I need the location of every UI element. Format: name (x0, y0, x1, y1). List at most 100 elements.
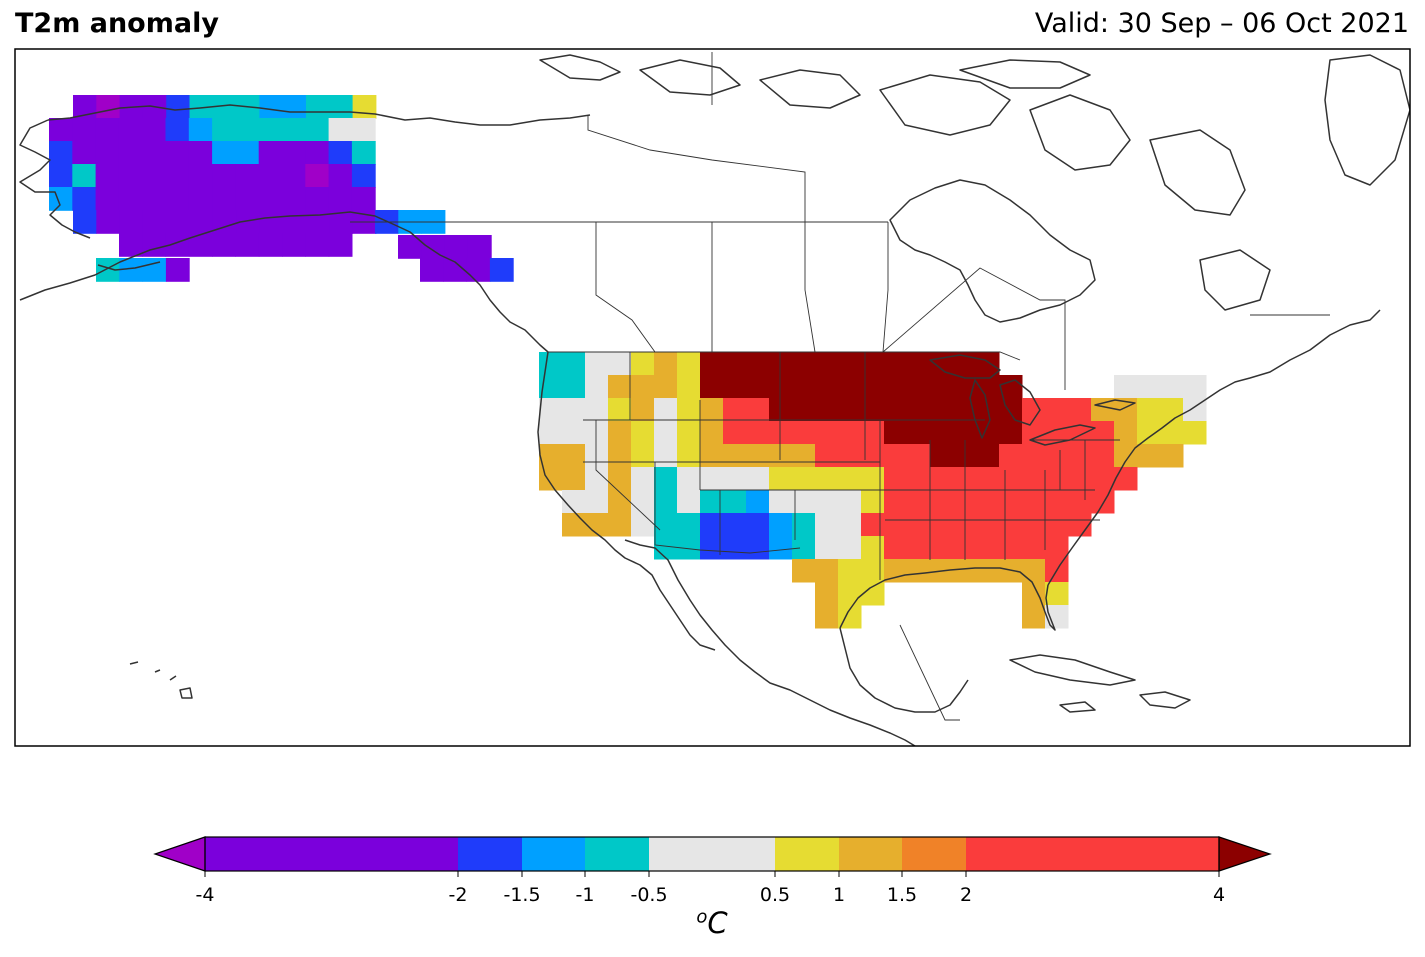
anomaly-cell (976, 444, 1000, 468)
anomaly-cell (746, 467, 770, 491)
anomaly-cell (746, 398, 770, 422)
anomaly-cell (769, 375, 793, 399)
anomaly-cell (930, 421, 954, 445)
anomaly-cell (884, 513, 908, 537)
anomaly-cell (769, 398, 793, 422)
anomaly-cell (815, 398, 839, 422)
anomaly-cell (723, 375, 747, 399)
colorbar-tick-label: 4 (1212, 884, 1226, 906)
anomaly-cell (258, 118, 283, 142)
anomaly-cell (282, 164, 306, 188)
anomaly-cell (1045, 605, 1069, 629)
anomaly-cell (677, 513, 701, 537)
anomaly-cell (328, 141, 353, 165)
anomaly-cell (723, 398, 747, 422)
anomaly-cell (953, 375, 977, 399)
anomaly-cell (769, 513, 793, 537)
anomaly-cell (235, 164, 260, 188)
anomaly-cell (1045, 490, 1069, 514)
anomaly-cell (792, 536, 816, 560)
colorbar-tick-label: 1.5 (886, 884, 918, 906)
anomaly-cell (305, 233, 330, 257)
anomaly-cell (792, 421, 816, 445)
coastlines (19, 54, 1410, 746)
anomaly-cell (723, 421, 747, 445)
anomaly-cell (631, 352, 655, 376)
anomaly-cell (861, 421, 885, 445)
anomaly-cell (562, 375, 586, 399)
anomaly-cell (1022, 467, 1046, 491)
anomaly-cell (1137, 398, 1161, 422)
anomaly-cell (838, 375, 862, 399)
anomaly-cell (539, 421, 563, 445)
anomaly-cell (654, 467, 678, 491)
anomaly-cell (792, 467, 816, 491)
anomaly-cell (1160, 375, 1184, 399)
anomaly-cell (1160, 444, 1184, 468)
anomaly-cell (608, 352, 632, 376)
anomaly-cell (72, 118, 97, 142)
anomaly-cell (585, 398, 609, 422)
anomaly-cell (815, 582, 839, 606)
anomaly-cell (562, 513, 586, 537)
anomaly-cell (631, 398, 655, 422)
anomaly-cell (861, 582, 885, 606)
anomaly-cell (930, 375, 954, 399)
anomaly-cell (1183, 398, 1207, 422)
colorbar-tick-label: 1 (832, 884, 846, 906)
anomaly-cell (72, 187, 97, 211)
anomaly-cell (73, 210, 97, 234)
anomaly-cell (328, 233, 353, 257)
anomaly-cell (861, 513, 885, 537)
anomaly-cell (212, 141, 236, 165)
anomaly-cell (930, 352, 954, 376)
anomaly-cell (165, 164, 190, 188)
anomaly-cell (769, 490, 793, 514)
anomaly-cell (212, 95, 237, 119)
anomaly-cell (654, 375, 678, 399)
anomaly-cell (746, 421, 770, 445)
anomaly-cell (677, 352, 701, 376)
anomaly-cell (142, 141, 166, 165)
colorbar-under-arrow (153, 836, 206, 872)
anomaly-cell (907, 352, 931, 376)
anomaly-cell (1022, 605, 1046, 629)
anomaly-cell (467, 235, 492, 259)
anomaly-cell (1114, 467, 1138, 491)
anomaly-cell (539, 398, 563, 422)
anomaly-cell (976, 559, 1000, 583)
anomaly-cell (189, 210, 214, 234)
anomaly-cell (930, 490, 954, 514)
anomaly-cell (1114, 375, 1138, 399)
valid-period: Valid: 30 Sep – 06 Oct 2021 (1034, 8, 1409, 39)
anomaly-cell (444, 235, 469, 259)
anomaly-cell (1022, 421, 1046, 445)
anomaly-cell (305, 164, 330, 188)
colorbar-unit: oC (696, 906, 728, 940)
anomaly-cell (1045, 444, 1069, 468)
anomaly-cell (792, 513, 816, 537)
colorbar-tick-label: -1 (575, 884, 595, 906)
anomaly-cell (884, 352, 908, 376)
anomaly-cell (930, 467, 954, 491)
anomaly-cell (815, 490, 839, 514)
anomaly-cell (119, 210, 144, 234)
anomaly-cell (792, 490, 816, 514)
anomaly-cell (1022, 490, 1046, 514)
anomaly-cell (1068, 398, 1092, 422)
anomaly-cell (677, 398, 701, 422)
anomaly-cell (930, 513, 954, 537)
anomaly-cell (1022, 559, 1046, 583)
anomaly-cell (118, 118, 143, 142)
anomaly-cell (677, 421, 701, 445)
anomaly-cell (608, 398, 632, 422)
anomaly-cell (1045, 513, 1069, 537)
anomaly-cell (700, 352, 724, 376)
anomaly-cell (95, 187, 120, 211)
anomaly-cell (654, 352, 678, 376)
anomaly-cell (861, 375, 885, 399)
anomaly-cell (351, 164, 376, 188)
anomaly-cell (769, 352, 793, 376)
anomaly-cell (328, 164, 353, 188)
colorbar-tick-label: -4 (195, 884, 215, 906)
